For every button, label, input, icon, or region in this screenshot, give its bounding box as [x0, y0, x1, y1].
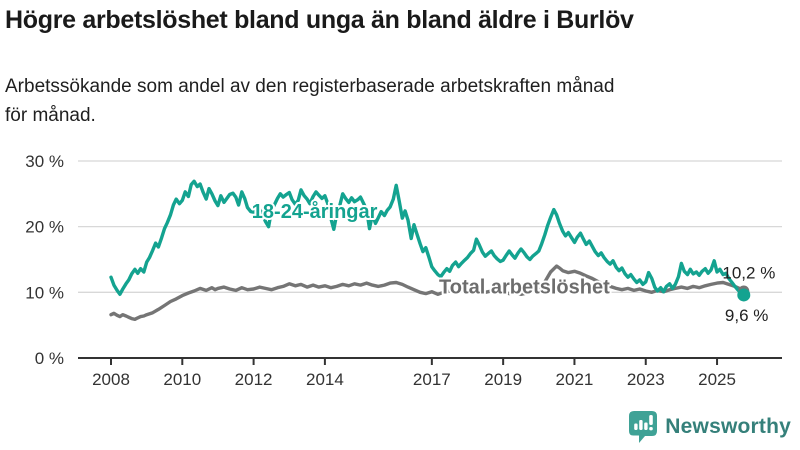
x-tick-label-2017: 2017	[413, 370, 451, 389]
y-tick-label-20: 20 %	[25, 218, 64, 237]
newsworthy-logo-icon	[629, 411, 658, 443]
chart-annotation-3: 9,6 %	[725, 306, 768, 325]
chart-title: Högre arbetslöshet bland unga än bland ä…	[5, 6, 634, 34]
chart-subtitle-line1: Arbetssökande som andel av den registerb…	[5, 76, 615, 97]
x-tick-label-2023: 2023	[627, 370, 665, 389]
brand-name: Newsworthy	[665, 415, 791, 438]
x-tick-label-2021: 2021	[556, 370, 594, 389]
series-line-1	[109, 179, 746, 297]
y-tick-label-0: 0 %	[35, 349, 64, 368]
line-chart: 0 % 10 % 20 % 30 % 2008 2010 2012 2014 2017 2019 2…	[25, 152, 782, 389]
x-tick-label-2008: 2008	[92, 370, 130, 389]
chart-subtitle: Arbetssökande som andel av den registerb…	[5, 72, 785, 131]
x-tick-label-2010: 2010	[163, 370, 201, 389]
chart-subtitle-line2: för månad.	[5, 105, 96, 127]
x-tick-label-2019: 2019	[484, 370, 522, 389]
x-tick-label-2014: 2014	[306, 370, 344, 389]
y-tick-label-30: 30 %	[25, 152, 64, 171]
chart-annotation-2: 10,2 %	[722, 264, 775, 283]
chart-annotation-1: Total arbetslöshet	[439, 277, 610, 299]
y-tick-label-10: 10 %	[25, 283, 64, 302]
chart-annotation-0: 18-24-åringar	[252, 200, 378, 223]
x-tick-label-2012: 2012	[235, 370, 273, 389]
series-line-0	[109, 264, 746, 322]
x-tick-label-2025: 2025	[698, 370, 736, 389]
brand-footer[interactable]: Newsworthy	[628, 410, 791, 444]
series-end-dot-1	[737, 288, 751, 302]
